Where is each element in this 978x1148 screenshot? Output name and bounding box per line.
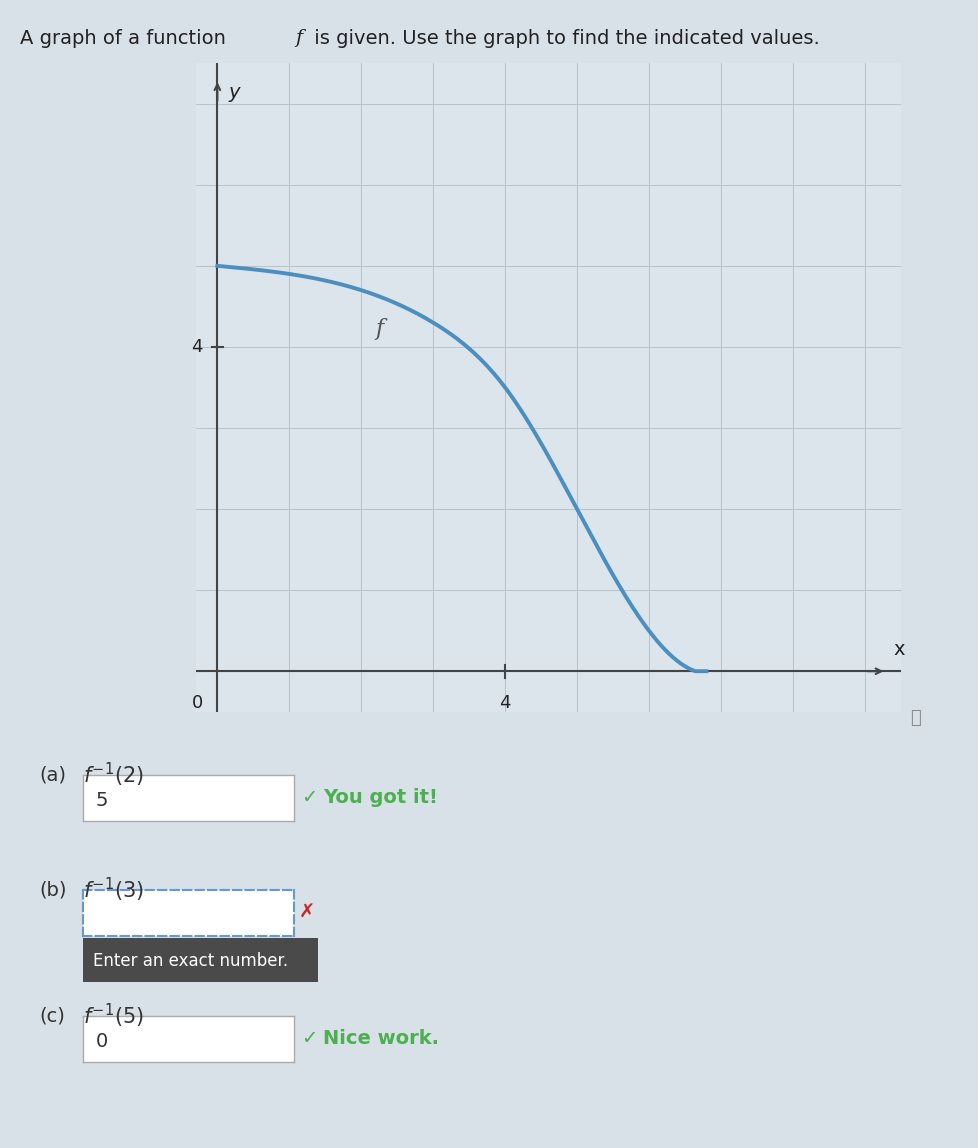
Text: ✓: ✓ xyxy=(301,789,318,807)
Text: is given. Use the graph to find the indicated values.: is given. Use the graph to find the indi… xyxy=(308,29,820,48)
Text: f: f xyxy=(376,318,383,340)
Text: (b): (b) xyxy=(39,881,67,899)
Text: x: x xyxy=(893,641,904,659)
Text: Nice work.: Nice work. xyxy=(323,1030,438,1048)
Text: 0: 0 xyxy=(96,1032,108,1050)
Text: $f^{-1}(5)$: $f^{-1}(5)$ xyxy=(83,1002,144,1030)
Text: A graph of a function: A graph of a function xyxy=(20,29,232,48)
Text: 0: 0 xyxy=(192,693,202,712)
Text: ✓: ✓ xyxy=(301,1030,318,1048)
Text: You got it!: You got it! xyxy=(323,789,437,807)
Text: ✗: ✗ xyxy=(298,903,315,922)
Text: $f^{-1}(2)$: $f^{-1}(2)$ xyxy=(83,761,144,789)
Text: y: y xyxy=(228,84,240,102)
Text: 5: 5 xyxy=(96,791,109,809)
Text: (a): (a) xyxy=(39,766,67,784)
Text: $f^{-1}(3)$: $f^{-1}(3)$ xyxy=(83,876,144,903)
Text: Enter an exact number.: Enter an exact number. xyxy=(93,952,288,970)
Text: 4: 4 xyxy=(499,693,511,712)
Text: f: f xyxy=(295,29,302,47)
Text: (c): (c) xyxy=(39,1007,65,1025)
Text: 4: 4 xyxy=(192,338,202,356)
Text: ⓘ: ⓘ xyxy=(910,708,919,727)
